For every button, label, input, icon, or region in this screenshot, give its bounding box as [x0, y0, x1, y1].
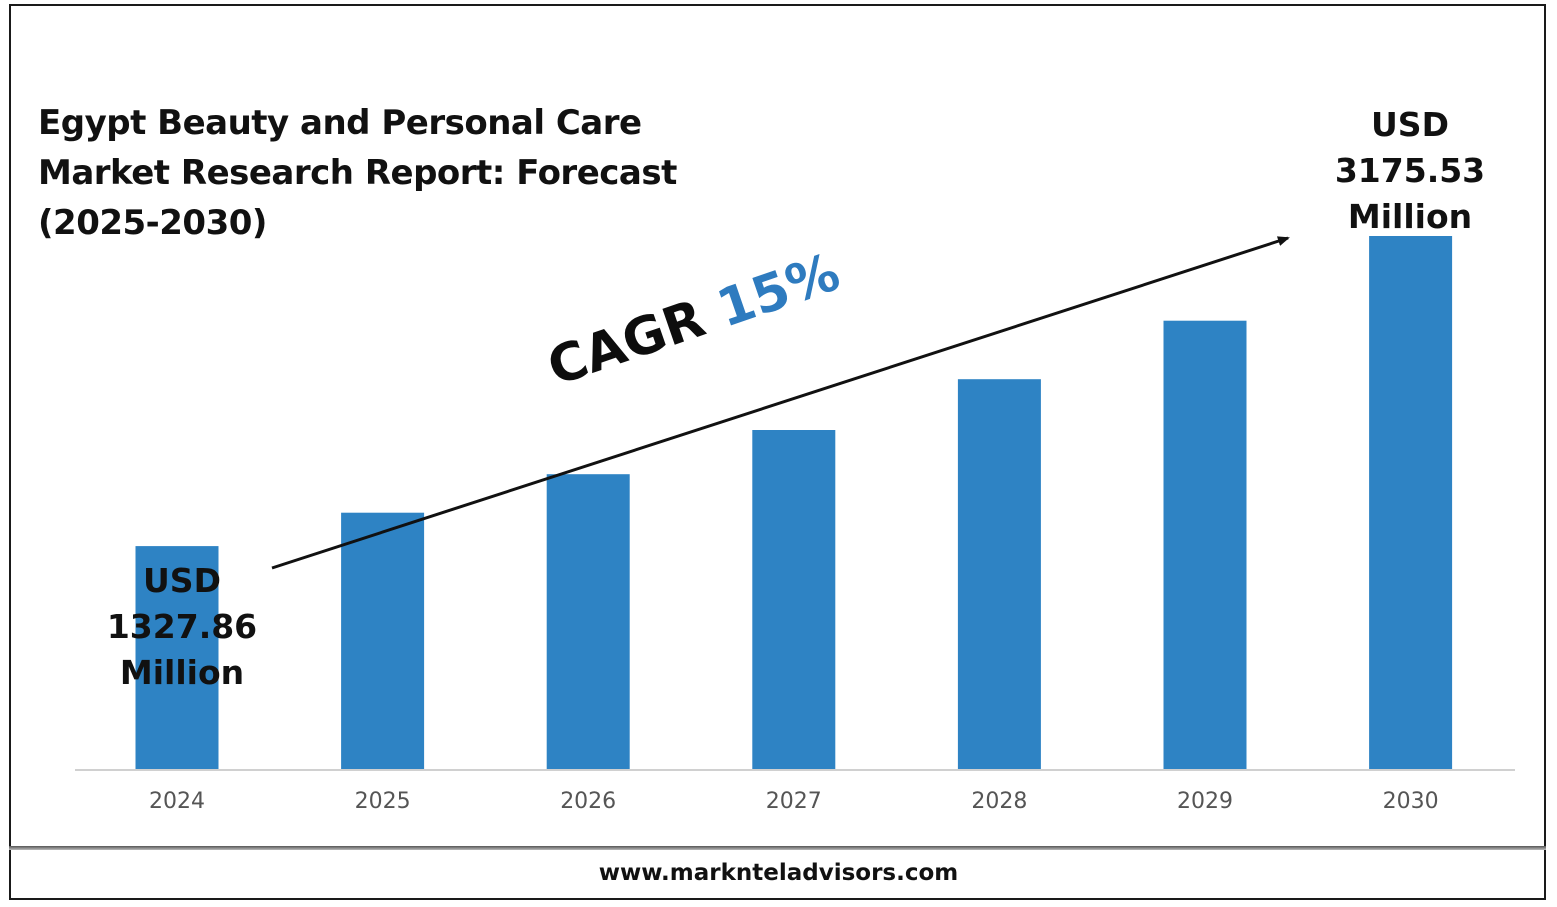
x-tick-2027: 2027 [766, 789, 822, 814]
end-unit: Million [1347, 197, 1473, 236]
x-tick-2024: 2024 [149, 789, 205, 814]
start-value-callout: USD 1327.86 Million [97, 558, 267, 696]
end-currency: USD [1371, 105, 1449, 144]
bar-2027 [752, 430, 836, 769]
footer-divider [9, 846, 1546, 850]
x-tick-2029: 2029 [1177, 789, 1233, 814]
bar-2029 [1163, 320, 1247, 769]
growth-arrow [271, 236, 1290, 570]
x-tick-2028: 2028 [971, 789, 1027, 814]
start-currency: USD [143, 561, 221, 600]
start-unit: Million [119, 653, 245, 692]
bar-2026 [546, 474, 630, 769]
x-tick-labels: 2024 2025 2026 2027 2028 2029 2030 [149, 789, 1439, 814]
bar-2025 [341, 512, 425, 769]
x-tick-2025: 2025 [355, 789, 411, 814]
end-value-callout: USD 3175.53 Million [1325, 102, 1495, 240]
footer-url: www.marknteladvisors.com [598, 860, 959, 886]
start-value: 1327.86 [106, 607, 258, 646]
x-tick-2026: 2026 [560, 789, 616, 814]
bars-group [135, 236, 1453, 769]
end-value: 3175.53 [1334, 151, 1486, 190]
chart-title: Egypt Beauty and Personal Care Market Re… [38, 103, 677, 243]
bar-2028 [957, 379, 1041, 769]
bar-2024 [135, 546, 219, 769]
bar-2030 [1369, 236, 1453, 769]
x-tick-2030: 2030 [1383, 789, 1439, 814]
